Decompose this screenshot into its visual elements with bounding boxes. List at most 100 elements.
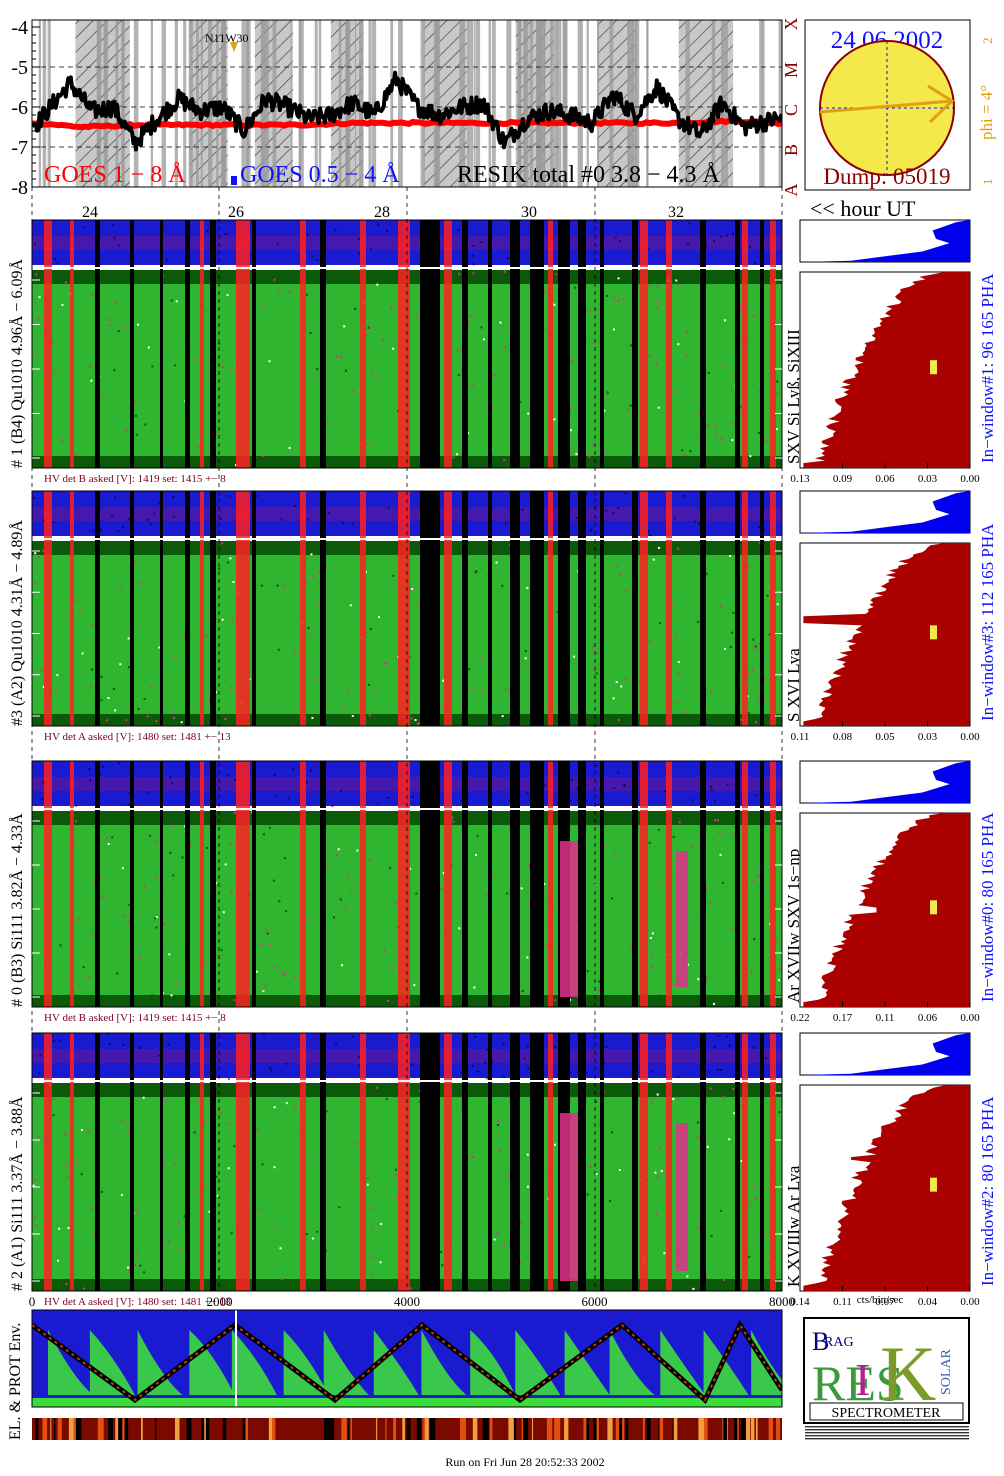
env-strip-segment bbox=[73, 1418, 76, 1440]
detector-strip-speckle bbox=[34, 243, 37, 246]
detector-spectro-speckle bbox=[676, 1097, 679, 1100]
detector-2-spectrum-marker bbox=[930, 900, 937, 915]
detector-spectro-speckle bbox=[261, 1163, 264, 1166]
detector-spectro-speckle bbox=[154, 917, 157, 920]
detector-red-column bbox=[300, 761, 306, 1007]
detector-0-lines-label: SXV Si Lyß, SiXIII bbox=[784, 329, 803, 464]
detector-spectro-speckle bbox=[501, 584, 504, 587]
detector-spectro-speckle bbox=[659, 1147, 662, 1150]
env-strip-segment bbox=[330, 1418, 335, 1440]
detector-magenta-block bbox=[676, 851, 688, 987]
detector-spectro-speckle bbox=[260, 943, 263, 946]
eclipse-band-5 bbox=[515, 20, 554, 187]
detector-spectro-speckle bbox=[554, 1143, 557, 1146]
detector-strip-speckle bbox=[651, 1070, 654, 1073]
detector-strip-speckle bbox=[59, 1039, 62, 1042]
detector-spectro-speckle bbox=[293, 652, 296, 655]
footer-run-stamp: Run on Fri Jun 28 20:52:33 2002 bbox=[445, 1455, 604, 1469]
detector-section-1: HV det A asked [V]: 1480 set: 1481 +− 13… bbox=[8, 490, 997, 743]
detector-red-column bbox=[548, 761, 553, 1007]
detector-spectro-speckle bbox=[108, 324, 111, 327]
detector-spectro-speckle bbox=[179, 1246, 182, 1249]
hist-x-tick-label: 0.04 bbox=[918, 1296, 938, 1308]
detector-spectro-speckle bbox=[740, 1160, 743, 1163]
detector-strip-speckle bbox=[603, 1062, 606, 1065]
goes-class-letter-group: B bbox=[781, 144, 801, 156]
detector-spectro-speckle bbox=[310, 553, 313, 556]
flare-marker-triangle bbox=[230, 42, 238, 52]
detector-spectro-speckle bbox=[356, 1142, 359, 1145]
detector-spectro-speckle bbox=[268, 826, 271, 829]
detector-red-column bbox=[200, 220, 204, 468]
goes-class-letter: X bbox=[781, 18, 801, 31]
detector-strip-speckle bbox=[614, 236, 617, 239]
detector-spectro-speckle bbox=[75, 1161, 78, 1164]
detector-spectro-speckle bbox=[367, 683, 370, 686]
detector-spectro-speckle bbox=[556, 610, 559, 613]
saa-gap-band bbox=[553, 20, 558, 187]
detector-data-gap bbox=[160, 491, 163, 726]
detector-spectro-speckle bbox=[120, 585, 123, 588]
detector-2-pha-histogram bbox=[800, 761, 970, 803]
env-strip-segment bbox=[75, 1418, 82, 1440]
detector-spectro-speckle bbox=[268, 360, 271, 363]
detector-spectro-speckle bbox=[610, 1131, 613, 1134]
detector-spectro-speckle bbox=[654, 301, 657, 304]
detector-spectro-speckle bbox=[776, 603, 779, 606]
env-strip-segment bbox=[672, 1418, 675, 1440]
detector-strip-speckle bbox=[172, 496, 175, 499]
detector-red-column bbox=[548, 1033, 553, 1291]
hist-x-tick-label: 0.00 bbox=[960, 731, 980, 743]
detector-spectro-speckle bbox=[416, 602, 419, 605]
saa-gap-band bbox=[390, 20, 394, 187]
detector-data-gap bbox=[488, 491, 492, 726]
detector-spectro-speckle bbox=[232, 620, 235, 623]
detector-data-gap bbox=[578, 491, 586, 726]
goes-panel: -4 -5 -6 -7 -8 X M C B A N11W30 GOES 1 − 8 Å GOE… bbox=[11, 17, 801, 199]
detector-spectro-speckle bbox=[612, 328, 615, 331]
detector-strip-speckle bbox=[526, 792, 529, 795]
detector-spectro-speckle bbox=[681, 449, 684, 452]
detector-strip-speckle bbox=[255, 495, 258, 498]
detector-red-column bbox=[300, 220, 306, 468]
detector-spectro-speckle bbox=[751, 879, 754, 882]
detector-spectro-speckle bbox=[170, 994, 173, 997]
detector-red-column bbox=[640, 1033, 648, 1291]
detector-spectro-speckle bbox=[739, 718, 742, 721]
detector-spectro-speckle bbox=[341, 964, 344, 967]
detector-spectro-speckle bbox=[722, 1278, 725, 1281]
detector-spectro-speckle bbox=[78, 985, 81, 988]
detector-spectro-speckle bbox=[675, 636, 678, 639]
env-strip-segment bbox=[482, 1418, 489, 1440]
detector-spectro-speckle bbox=[316, 1230, 319, 1233]
detector-data-gap bbox=[632, 761, 638, 1007]
detector-spectro-speckle bbox=[469, 314, 472, 317]
saa-gap-band bbox=[597, 20, 600, 187]
saa-gap-band bbox=[314, 20, 318, 187]
detector-strip-speckle bbox=[357, 1055, 360, 1058]
detector-strip-speckle bbox=[754, 262, 757, 265]
detector-spectro-speckle bbox=[336, 355, 339, 358]
detector-spectro-speckle bbox=[685, 355, 688, 358]
saa-gap-band bbox=[97, 20, 100, 187]
detector-strip-speckle bbox=[117, 244, 120, 247]
detector-strip-speckle bbox=[624, 784, 627, 787]
detector-2-lines-label: Ar XVIIw SXV 1s−np bbox=[784, 849, 803, 1003]
detector-spectro-speckle bbox=[758, 390, 761, 393]
detector-spectro-speckle bbox=[707, 371, 710, 374]
detector-spectro-speckle bbox=[372, 692, 375, 695]
detector-spectro-speckle bbox=[569, 407, 572, 410]
detector-red-column bbox=[200, 491, 204, 726]
detector-spectro-speckle bbox=[51, 341, 54, 344]
detector-red-column bbox=[666, 1033, 672, 1291]
hist-x-tick-label: 0.14 bbox=[790, 1296, 810, 1308]
detector-spectro-speckle bbox=[671, 603, 674, 606]
goes-class-letter-group: M bbox=[781, 62, 801, 78]
detector-spectro-speckle bbox=[181, 856, 184, 859]
detector-spectro-speckle bbox=[705, 976, 708, 979]
env-panel: 0 2000 4000 6000 8000 EL. & PROT Env. bbox=[7, 1294, 795, 1440]
goes-class-letter: M bbox=[781, 62, 801, 78]
env-strip-segment bbox=[554, 1418, 560, 1440]
detector-spectro-speckle bbox=[648, 354, 651, 357]
env-strip-segment bbox=[583, 1418, 587, 1440]
